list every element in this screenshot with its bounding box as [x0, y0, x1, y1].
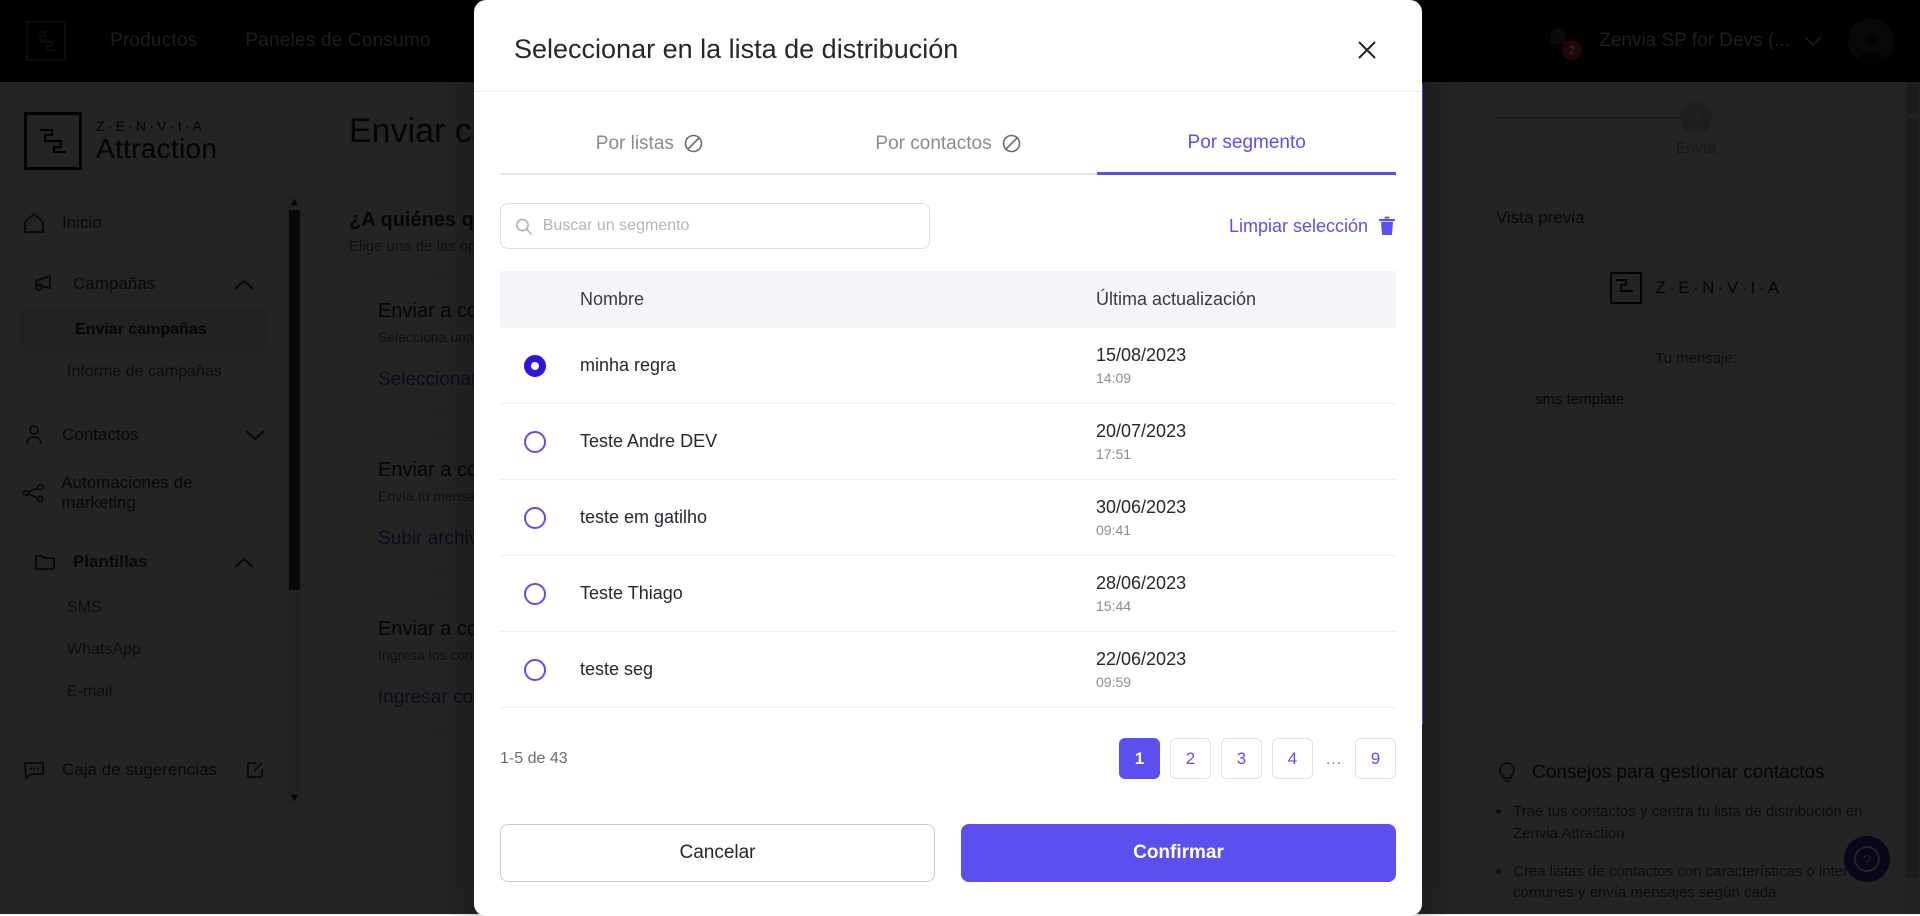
pagination-page-2[interactable]: 2 [1170, 738, 1211, 779]
trash-icon [1378, 216, 1396, 236]
table-header-ultima-actualizacion: Última actualización [1096, 289, 1396, 310]
pagination-page-1[interactable]: 1 [1119, 738, 1160, 779]
table-row[interactable]: Teste Andre DEV 20/07/2023 17:51 [500, 404, 1396, 480]
pagination-ellipsis: … [1323, 749, 1345, 769]
row-date: 15/08/2023 [1096, 345, 1396, 366]
row-radio[interactable] [524, 355, 546, 377]
row-time: 15:44 [1096, 598, 1396, 614]
table-row[interactable]: teste em gatilho 30/06/2023 09:41 [500, 480, 1396, 556]
dialog-toolbar: Limpiar selección [474, 175, 1422, 249]
row-time: 09:41 [1096, 522, 1396, 538]
table-row[interactable]: minha regra 15/08/2023 14:09 [500, 328, 1396, 404]
table-header: Nombre Última actualización [500, 271, 1396, 328]
row-name: minha regra [580, 355, 676, 375]
row-name: teste em gatilho [580, 507, 707, 527]
row-date: 28/06/2023 [1096, 573, 1396, 594]
row-radio[interactable] [524, 659, 546, 681]
pagination-page-9[interactable]: 9 [1355, 738, 1396, 779]
pagination-pages: 1 2 3 4 … 9 [1119, 738, 1396, 779]
tab-por-listas[interactable]: Por listas [500, 120, 799, 175]
table-row[interactable]: teste seg 22/06/2023 09:59 [500, 632, 1396, 708]
blocked-icon [1002, 134, 1021, 153]
pagination-page-3[interactable]: 3 [1221, 738, 1262, 779]
segments-table: Nombre Última actualización minha regra … [500, 271, 1396, 708]
row-radio[interactable] [524, 507, 546, 529]
row-radio[interactable] [524, 431, 546, 453]
tab-por-segmento[interactable]: Por segmento [1097, 120, 1396, 175]
search-input[interactable] [543, 217, 915, 235]
table-row[interactable]: Teste Thiago 28/06/2023 15:44 [500, 556, 1396, 632]
row-date: 22/06/2023 [1096, 649, 1396, 670]
tab-label: Por segmento [1188, 132, 1306, 154]
close-icon [1352, 35, 1382, 65]
confirm-button[interactable]: Confirmar [961, 824, 1396, 882]
row-name: Teste Andre DEV [580, 431, 717, 451]
table-header-nombre: Nombre [580, 289, 1096, 310]
cancel-button[interactable]: Cancelar [500, 824, 935, 882]
dialog-footer: Cancelar Confirmar [474, 794, 1422, 916]
pagination-page-4[interactable]: 4 [1272, 738, 1313, 779]
clear-selection-button[interactable]: Limpiar selección [1229, 216, 1396, 237]
row-date: 30/06/2023 [1096, 497, 1396, 518]
blocked-icon [684, 134, 703, 153]
search-icon [515, 217, 533, 236]
row-name: teste seg [580, 659, 653, 679]
pagination: 1-5 de 43 1 2 3 4 … 9 [474, 708, 1422, 779]
table-header-select [500, 289, 580, 310]
select-distribution-list-dialog: Seleccionar en la lista de distribución … [474, 0, 1422, 916]
search-field[interactable] [500, 203, 930, 249]
row-time: 09:59 [1096, 674, 1396, 690]
row-name: Teste Thiago [580, 583, 683, 603]
tab-por-contactos[interactable]: Por contactos [799, 120, 1098, 175]
tab-label: Por contactos [875, 133, 991, 155]
row-time: 17:51 [1096, 446, 1396, 462]
row-date: 20/07/2023 [1096, 421, 1396, 442]
pagination-info: 1-5 de 43 [500, 750, 568, 768]
close-button[interactable] [1352, 35, 1382, 65]
dialog-header: Seleccionar en la lista de distribución [474, 0, 1422, 92]
row-radio[interactable] [524, 583, 546, 605]
tab-label: Por listas [596, 133, 674, 155]
row-time: 14:09 [1096, 370, 1396, 386]
clear-selection-label: Limpiar selección [1229, 216, 1368, 237]
dialog-title: Seleccionar en la lista de distribución [514, 34, 958, 65]
dialog-tabs: Por listas Por contactos Por segmento [474, 92, 1422, 175]
